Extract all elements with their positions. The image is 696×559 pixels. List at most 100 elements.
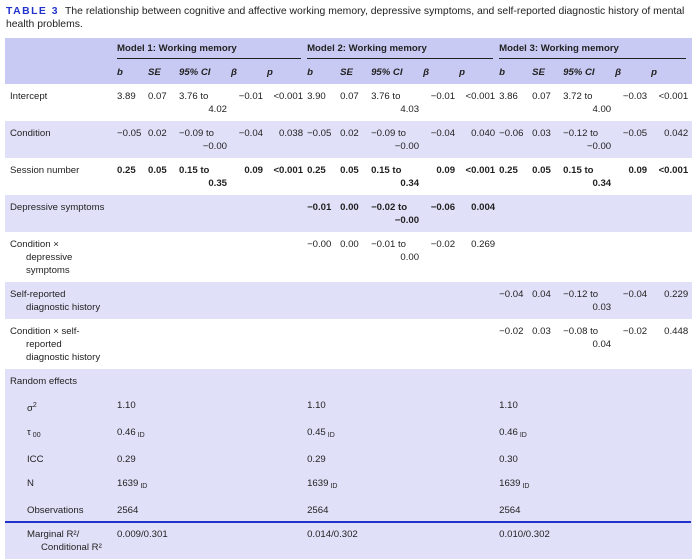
empty-cell — [307, 282, 340, 319]
value-text: 1639 — [499, 478, 521, 490]
ci-upper: 4.03 — [400, 104, 420, 115]
random-effect-label: Marginal R²/Conditional R² — [5, 522, 117, 559]
row-label-text: Self-reported — [10, 289, 66, 300]
cell-beta: −0.04 — [238, 128, 263, 139]
label-text: N — [27, 478, 34, 490]
row-label: Session number — [5, 158, 117, 195]
cell-beta: −0.03 — [622, 91, 648, 102]
value-text: 2564 — [117, 505, 139, 517]
cell-b: −0.04 — [499, 289, 524, 300]
cell-se: 0.02 — [148, 128, 167, 139]
cell-p: 0.448 — [664, 326, 689, 337]
cell-b: 0.25 — [117, 165, 136, 176]
cell-b: 3.90 — [307, 91, 326, 102]
row-label: Intercept — [5, 84, 117, 121]
value-subscript: ID — [140, 483, 148, 491]
row-label-text: symptoms — [26, 265, 70, 276]
cell-p: <0.001 — [465, 165, 496, 176]
value-text: 0.010/0.302 — [499, 529, 550, 541]
empty-cell — [371, 319, 423, 369]
ci-lower: −0.02 to — [371, 202, 408, 213]
empty-cell — [267, 232, 307, 282]
value-text: 0.29 — [117, 454, 136, 466]
label-text-2: Conditional R² — [41, 542, 102, 554]
cell-p: 0.040 — [471, 128, 496, 139]
model-2-header: Model 2: Working memory — [307, 38, 499, 61]
ci-upper: 0.00 — [400, 252, 420, 263]
ci-upper: 0.03 — [592, 302, 612, 313]
row-label: Condition × depressive symptoms — [5, 232, 117, 282]
empty-cell — [117, 282, 148, 319]
empty-cell — [231, 232, 267, 282]
cell-p: 0.038 — [279, 128, 304, 139]
table-row: Depressive symptoms −0.01 0.00 −0.02 to −0.0… — [5, 195, 693, 232]
random-effect-value: 2564 — [117, 498, 307, 522]
col-header-ci: 95% CI — [179, 67, 211, 78]
cell-b: −0.02 — [499, 326, 524, 337]
ci-upper: 0.34 — [400, 178, 420, 189]
empty-cell — [532, 232, 563, 282]
cell-ci: 0.15 to 0.34 — [563, 158, 615, 195]
value-text: 1639 — [117, 478, 139, 490]
random-effect-value: 0.014/0.302 — [307, 522, 499, 559]
model-3-header: Model 3: Working memory — [499, 38, 692, 61]
label-text: Marginal R²/ — [27, 529, 80, 541]
row-label-text: Condition × self- — [10, 326, 80, 337]
empty-cell — [117, 195, 148, 232]
row-label-text: Session number — [10, 165, 80, 176]
value-text: 0.29 — [307, 454, 326, 466]
random-effects-row: N 1639 ID 1639 ID 1639 ID — [5, 471, 693, 499]
cell-ci: −0.12 to 0.03 — [563, 282, 615, 319]
row-label: Condition × self-reported diagnostic hist… — [5, 319, 117, 369]
cell-se: 0.00 — [340, 202, 359, 213]
cell-ci: −0.09 to −0.00 — [179, 121, 231, 158]
value-text: 2564 — [307, 505, 329, 517]
table-row: Session number 0.25 0.05 0.15 to 0.35 0.09 <0.… — [5, 158, 692, 195]
row-label: Depressive symptoms — [5, 195, 117, 232]
cell-p: <0.001 — [465, 91, 496, 102]
value-subscript: ID — [330, 483, 338, 491]
cell-p: 0.042 — [664, 128, 689, 139]
random-effect-label: σ2 — [5, 393, 117, 420]
empty-cell — [563, 232, 615, 282]
cell-ci: −0.09 to −0.00 — [371, 121, 423, 158]
cell-beta: 0.09 — [436, 165, 456, 176]
cell-p: 0.229 — [664, 289, 689, 300]
ci-upper: 0.34 — [592, 178, 612, 189]
empty-cell — [148, 232, 179, 282]
empty-cell — [563, 195, 615, 232]
table-row: Intercept 3.89 0.07 3.76 to 4.02 −0.01 <0.001 3… — [5, 84, 692, 121]
ci-lower: 0.15 to — [563, 165, 594, 176]
cell-se: 0.07 — [148, 91, 167, 102]
value-subscript: ID — [522, 483, 530, 491]
ci-lower: −0.09 to — [371, 128, 407, 139]
random-effect-value: 1.10 — [499, 393, 692, 420]
row-label: Condition — [5, 121, 117, 158]
cell-se: 0.05 — [532, 165, 551, 176]
ci-upper: 4.02 — [208, 104, 227, 115]
cell-p: <0.001 — [273, 91, 304, 102]
random-effects-row: τ 00 0.46 ID 0.45 ID 0.46 ID — [5, 420, 693, 448]
col-header-beta: β — [231, 67, 237, 78]
ci-upper: 4.00 — [592, 104, 612, 115]
row-label-text: diagnostic history — [26, 302, 101, 313]
col-header-se: SE — [532, 67, 545, 78]
row-label-text: Condition — [10, 128, 51, 139]
ci-lower: −0.09 to — [179, 128, 214, 139]
empty-cell — [148, 319, 179, 369]
cell-beta: −0.05 — [622, 128, 648, 139]
col-header-p: p — [651, 67, 657, 78]
superscript: 2 — [32, 402, 37, 409]
table-row: Self-reported diagnostic history −0.04 0.04… — [5, 282, 693, 319]
cell-beta: −0.01 — [238, 91, 263, 102]
random-effect-value: 0.010/0.302 — [499, 522, 692, 559]
cell-se: 0.04 — [532, 289, 551, 300]
table-row: Condition × depressive symptoms −0.00 0.00 −0… — [5, 232, 692, 282]
empty-cell — [651, 232, 692, 282]
value-text: 1.10 — [307, 400, 326, 411]
cell-se: 0.07 — [340, 91, 359, 102]
empty-cell — [179, 282, 231, 319]
cell-beta: −0.01 — [430, 91, 456, 102]
cell-ci: 3.76 to 4.02 — [179, 84, 231, 121]
caption-text: The relationship between cognitive and a… — [6, 6, 685, 30]
